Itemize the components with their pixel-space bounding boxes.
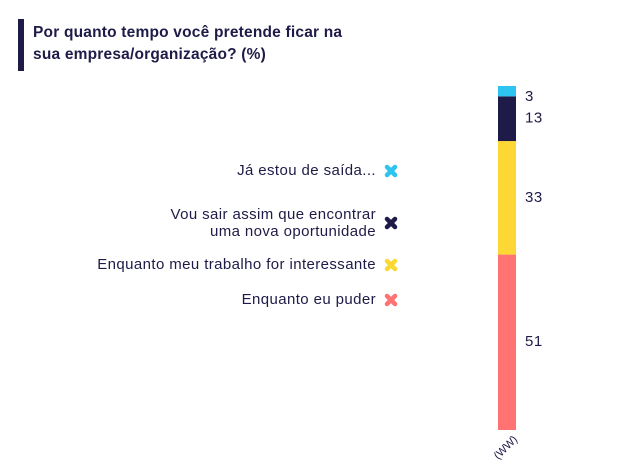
legend-item: Enquanto meu trabalho for interessante <box>97 256 398 273</box>
bar-segment <box>498 141 516 255</box>
value-label: 51 <box>525 333 543 350</box>
legend-item: Já estou de saída... <box>237 162 398 179</box>
value-label: 3 <box>525 88 534 105</box>
legend-marker-stroke <box>384 293 398 306</box>
value-label: 33 <box>525 189 543 206</box>
x-tick-label: (WW) <box>492 434 520 462</box>
legend-marker <box>384 258 398 271</box>
legend-marker <box>384 293 398 306</box>
legend-item: Vou sair assim que encontrar uma nova op… <box>136 206 398 240</box>
legend-marker-stroke <box>384 164 398 177</box>
chart-title: Por quanto tempo você pretende ficar na … <box>33 24 343 63</box>
bar-segment <box>498 96 516 142</box>
bar-segment <box>498 254 516 430</box>
legend-label: Enquanto eu puder <box>241 291 376 308</box>
legend-label: Já estou de saída... <box>237 162 376 179</box>
bar-segment <box>498 86 516 97</box>
value-label: 13 <box>525 110 543 127</box>
legend-label: Enquanto meu trabalho for interessante <box>97 256 376 273</box>
legend-label: Vou sair assim que encontrar uma nova op… <box>170 206 376 240</box>
legend-marker <box>384 164 398 177</box>
legend-marker <box>384 216 398 230</box>
legend-item: Enquanto eu puder <box>242 291 398 308</box>
legend-marker-stroke <box>384 258 398 271</box>
title-accent <box>18 19 24 71</box>
legend-marker-stroke <box>384 216 398 230</box>
